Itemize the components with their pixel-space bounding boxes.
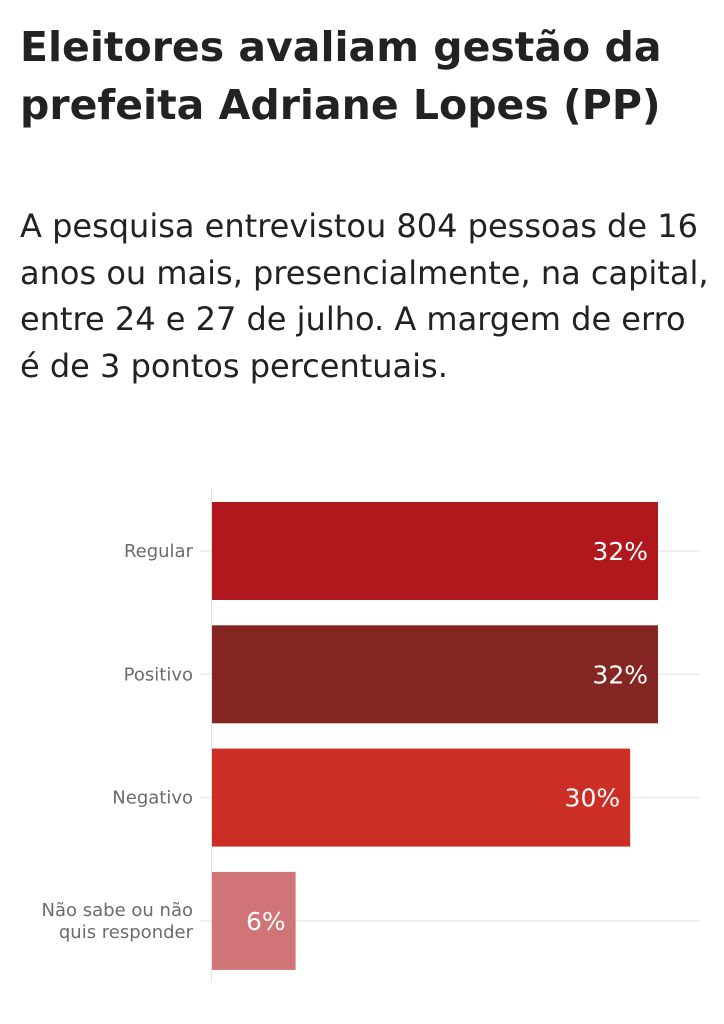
value-label: 30% <box>565 784 621 813</box>
category-label-line: Não sabe ou não <box>42 900 193 921</box>
category-label: Não sabe ou não quis responder <box>42 900 194 943</box>
category-label-line: quis responder <box>59 922 194 943</box>
value-label: 6% <box>246 907 286 936</box>
category-label: Positivo <box>124 664 193 685</box>
category-labels: Regular Positivo Negativo Não sabe ou não qu… <box>42 541 194 943</box>
category-label: Negativo <box>112 788 193 809</box>
value-labels: 32% 32% 30% 6% <box>246 537 648 936</box>
bars <box>212 502 658 970</box>
chart-subtitle: A pesquisa entrevistou 804 pessoas de 16… <box>20 207 709 385</box>
bar <box>212 871 296 970</box>
value-label: 32% <box>592 660 648 689</box>
value-label: 32% <box>592 537 648 566</box>
bar <box>212 502 658 600</box>
category-label-line: Regular <box>124 541 194 562</box>
gridlines <box>200 550 700 922</box>
bar <box>212 625 658 724</box>
category-label-line: Negativo <box>112 788 193 809</box>
chart-title: Eleitores avaliam gestão da prefeita Adr… <box>20 23 662 129</box>
category-label: Regular <box>124 541 194 562</box>
bar <box>212 748 631 847</box>
category-label-line: Positivo <box>124 664 193 685</box>
